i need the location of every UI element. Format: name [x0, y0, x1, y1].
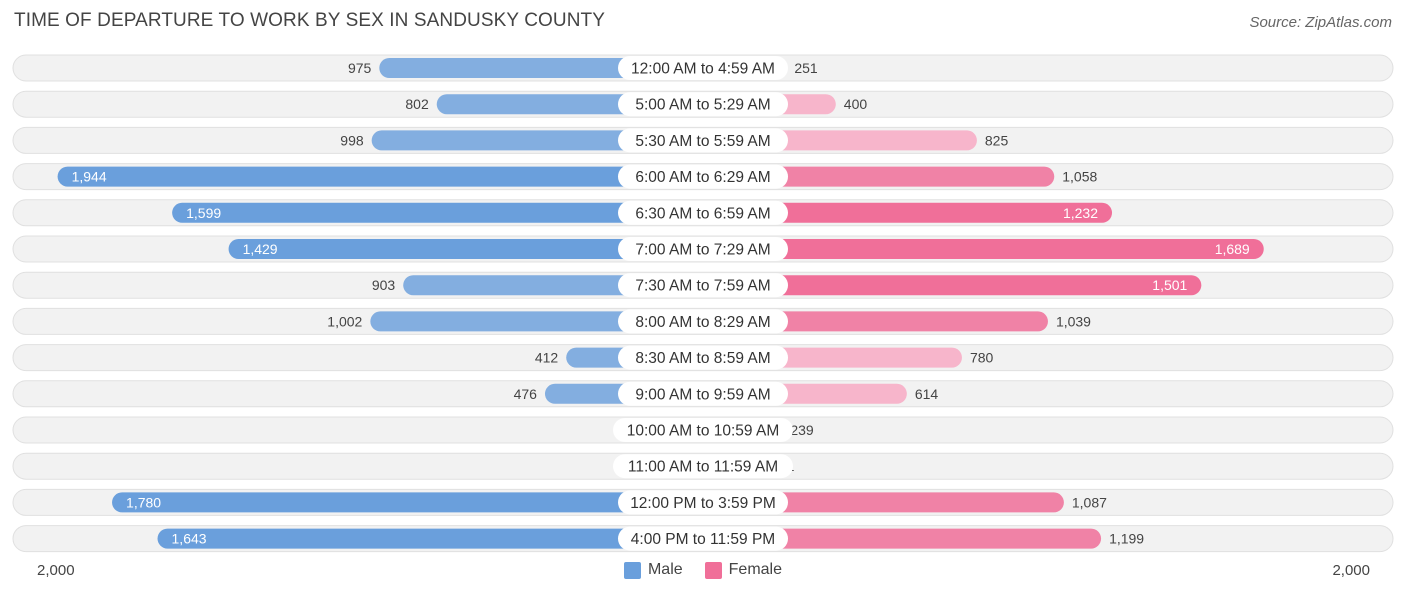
male-value-label: 802 [405, 96, 429, 112]
legend-label-male: Male [647, 561, 683, 578]
female-bar [703, 202, 1113, 223]
category-pill [618, 164, 788, 189]
female-bar [703, 166, 1055, 187]
category-pill [618, 345, 788, 370]
category-pill [618, 309, 788, 334]
female-value-label: 400 [844, 96, 868, 112]
category-pill [618, 200, 788, 225]
category-pill [618, 237, 788, 261]
legend: Male Female [0, 561, 1406, 579]
female-value-label: 1,039 [1056, 313, 1091, 329]
female-value-label: 1,058 [1062, 169, 1097, 185]
male-bar [112, 492, 704, 513]
category-pill [613, 454, 793, 479]
category-label: 9:00 AM to 9:59 AM [635, 386, 770, 403]
male-bar [157, 528, 704, 549]
category-label: 5:00 AM to 5:29 AM [635, 97, 770, 114]
axis-right-max-label: 2,000 [1332, 562, 1370, 579]
legend-item-male[interactable]: Male [623, 561, 683, 579]
diverging-bar-chart: 975 251 12:00 AM to 4:59 AM 802 400 5:00 AM t… [12, 54, 1394, 553]
male-value-label: 412 [535, 350, 559, 366]
category-label: 11:00 AM to 11:59 AM [628, 459, 778, 476]
female-value-label: 251 [794, 60, 818, 76]
male-value-label: 1,780 [126, 494, 161, 510]
category-label: 10:00 AM to 10:59 AM [627, 423, 780, 440]
category-pill [618, 273, 788, 298]
legend-item-female[interactable]: Female [704, 561, 783, 579]
female-value-label: 825 [985, 132, 1009, 148]
female-value-label: 1,501 [1152, 277, 1187, 293]
male-value-label: 975 [348, 60, 372, 76]
female-value-label: 239 [790, 422, 814, 438]
category-pill [613, 418, 793, 442]
male-bar [172, 202, 703, 223]
female-value-label: 1,689 [1215, 241, 1250, 257]
male-bar [228, 239, 703, 259]
category-label: 8:00 AM to 8:29 AM [635, 314, 770, 331]
male-value-label: 903 [372, 277, 396, 293]
category-pill [618, 128, 788, 153]
female-value-label: 1,199 [1109, 531, 1144, 547]
category-pill [618, 381, 788, 406]
female-bar [703, 311, 1048, 332]
male-bar [57, 166, 704, 187]
female-value-label: 1,087 [1072, 494, 1107, 510]
male-value-label: 1,002 [327, 313, 362, 329]
category-label: 12:00 AM to 4:59 AM [631, 61, 775, 78]
legend-swatch-female [704, 561, 722, 579]
female-bar [703, 528, 1102, 549]
category-label: 4:00 PM to 11:59 PM [631, 531, 775, 548]
category-pill [618, 490, 788, 515]
female-value-label: 1,232 [1063, 205, 1098, 221]
male-value-label: 1,944 [72, 169, 107, 185]
category-label: 12:00 PM to 3:59 PM [630, 495, 776, 512]
legend-swatch-male [623, 561, 641, 579]
male-value-label: 1,429 [243, 241, 278, 257]
category-label: 5:30 AM to 5:59 AM [635, 133, 770, 150]
category-pill [618, 526, 788, 551]
category-pill [618, 56, 788, 80]
legend-label-female: Female [728, 561, 783, 578]
chart-title: TIME OF DEPARTURE TO WORK BY SEX IN SAND… [14, 10, 606, 31]
female-bar [703, 492, 1064, 513]
category-label: 6:00 AM to 6:29 AM [635, 169, 770, 186]
male-value-label: 998 [340, 132, 364, 148]
female-bar [703, 239, 1264, 259]
male-value-label: 476 [514, 386, 538, 402]
female-bar [703, 275, 1202, 296]
male-value-label: 1,599 [186, 205, 221, 221]
chart-source: Source: ZipAtlas.com [1249, 14, 1392, 31]
male-value-label: 1,643 [172, 531, 207, 547]
category-label: 6:30 AM to 6:59 AM [635, 205, 770, 222]
female-value-label: 614 [915, 386, 939, 402]
category-pill [618, 92, 788, 117]
category-label: 7:30 AM to 7:59 AM [635, 278, 770, 295]
axis-left-max-label: 2,000 [37, 562, 75, 579]
category-label: 7:00 AM to 7:29 AM [635, 242, 770, 259]
category-label: 8:30 AM to 8:59 AM [635, 350, 770, 367]
female-value-label: 780 [970, 350, 994, 366]
